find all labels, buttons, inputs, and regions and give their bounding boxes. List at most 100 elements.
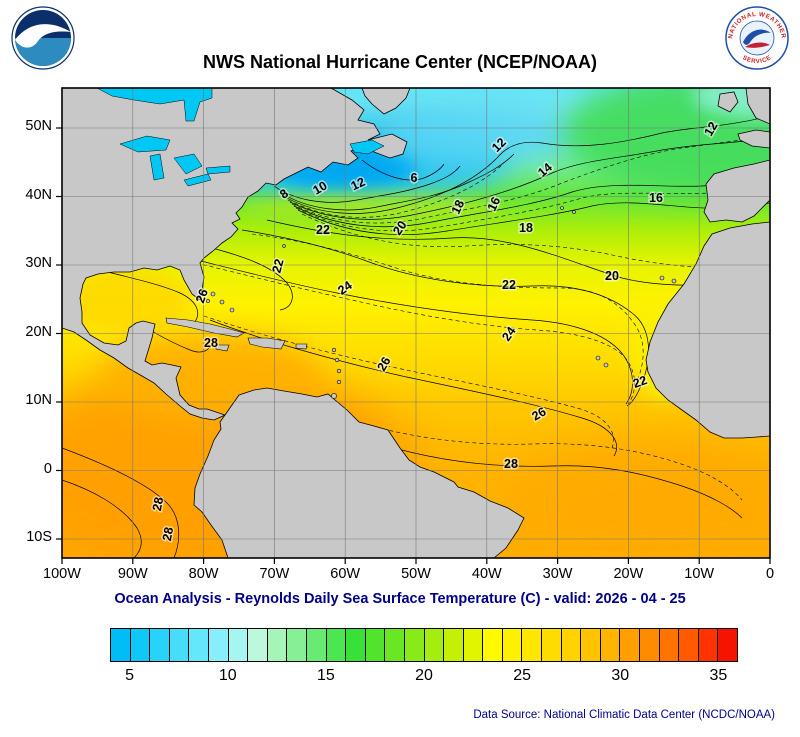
colorbar-segment [208,629,229,661]
colorbar [110,628,738,662]
puerto-rico [295,343,308,350]
colorbar-segment [326,629,347,661]
isotherm-26 [209,319,617,457]
colorbar-tick: 5 [125,667,135,684]
colorbar-segment [444,629,464,661]
colorbar-segment [365,629,386,661]
isotherm-23 [195,262,635,405]
lesser-antilles [331,347,337,353]
contour-label: 6 [411,171,418,185]
isotherm-21 [251,233,644,389]
contour-label: 22 [631,373,649,391]
colorbar-segment [306,629,327,661]
noaa-logo [11,6,75,70]
colorbar-segment [189,629,209,661]
azores [572,210,576,214]
colorbar-segment [542,629,562,661]
bermuda [282,244,286,248]
nws-ring-text-bottom: SERVICE [741,54,773,65]
contour-label: 20 [605,269,619,283]
lat-tick: 30N [25,255,52,271]
lesser-antilles [336,368,342,374]
isotherm-22 [241,229,649,407]
isotherm-19 [301,213,770,269]
lon-tick: 40W [471,566,502,582]
colorbar-segment [620,629,641,661]
colorbar-segment [561,629,582,661]
africa [645,221,770,439]
azores [560,206,564,210]
lon-tick: 80W [188,566,219,582]
contour-label: 22 [502,278,516,292]
isotherm-28-caribbean [149,329,213,353]
colorbar-segment [404,629,425,661]
colorbar-segment [698,629,719,661]
bahamas [219,299,225,305]
north-america [62,88,408,421]
nws-logo-inner [739,20,775,56]
jamaica [215,344,230,352]
lat-tick: 40N [25,186,52,203]
contour-label: 22 [269,257,286,274]
contour-label: 26 [193,287,211,305]
isotherm-28-pacific-b [62,447,180,558]
france [737,129,770,149]
gulf-of-st-lawrence [349,139,385,155]
colorbar-segment [228,629,249,661]
lon-tick: 50W [401,566,431,582]
colorbar-segment [483,629,503,661]
lon-tick: 70W [259,566,290,582]
colorbar-segment [248,629,268,661]
colorbar-segment [600,629,621,661]
contour-label: 16 [649,191,663,205]
ireland [717,91,739,113]
lake-erie [183,173,212,187]
caption: Ocean Analysis - Reynolds Daily Sea Surf… [114,591,686,607]
lat-tick: 10N [25,392,52,408]
lake-ontario [205,165,231,175]
isotherm-contours [62,115,770,558]
iberia [703,159,770,223]
isotherm-14 [289,137,770,220]
colorbar-tick: 30 [611,667,630,684]
lon-tick: 30W [542,566,573,582]
sst-map: 8 10 12 6 12 14 12 16 18 16 18 20 22 22 20 22 24 26 24 22 26… [54,80,778,566]
contour-label: 28 [504,457,518,471]
isotherm-10 [279,153,515,211]
contour-label: 28 [160,526,176,542]
lat-tick: 0 [43,460,52,477]
nws-storm-icon-red [745,42,770,48]
colorbar-segment [718,629,737,661]
colorbar-segment [502,629,523,661]
lon-tick: 90W [117,566,148,582]
contour-label: 28 [150,496,166,512]
canary-islands [659,275,665,281]
colorbar-segment [169,629,190,661]
colorbar-tick: 25 [513,667,532,684]
isotherm-17 [295,189,770,232]
bahamas [229,307,235,313]
colorbar-segment [385,629,405,661]
isotherm-27 [341,417,743,501]
map-frame [61,87,771,559]
lesser-antilles [334,357,340,363]
isotherm-15 [291,135,770,224]
colorbar-segment [267,629,288,661]
south-america [193,387,525,558]
nws-storm-icon [743,29,771,45]
greenland [361,88,411,115]
isotherm-28 [376,442,743,519]
bahamas [206,299,210,303]
lon-tick: 100W [43,566,81,582]
colorbar-segment [150,629,170,661]
lon-tick: 60W [330,566,361,582]
data-source: Data Source: National Climatic Data Cent… [473,709,775,721]
colorbar-segment [130,629,151,661]
colorbar-segment [659,629,680,661]
lon-tick: 20W [613,566,644,582]
lake-huron [173,153,203,175]
colorbar-segment [581,629,601,661]
lat-tick: 50N [25,118,52,134]
trinidad [331,393,337,399]
